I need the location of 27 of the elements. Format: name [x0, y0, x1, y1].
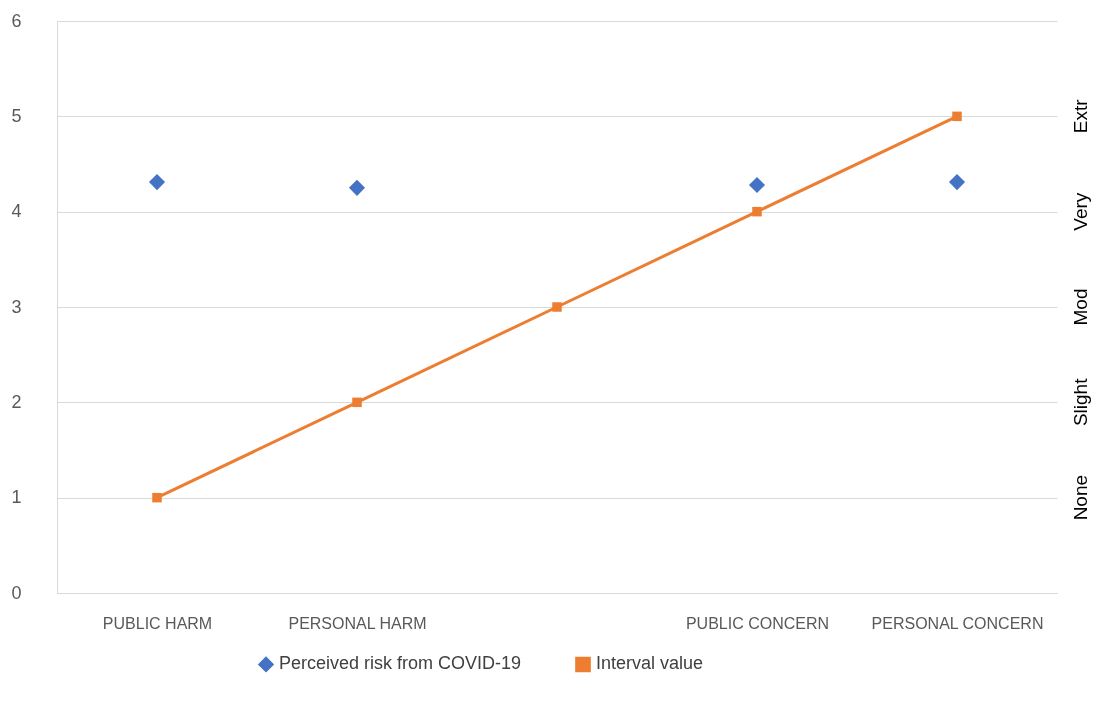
point — [952, 111, 962, 122]
y-tick-label: 1 — [11, 487, 22, 508]
y-tick-label: 4 — [11, 201, 22, 222]
point — [552, 302, 562, 312]
x-tick-label: PERSONAL HARM — [288, 614, 427, 632]
y-tick-label: 5 — [11, 105, 22, 126]
x-tick-label: PERSONAL CONCERN — [871, 614, 1044, 632]
text: None — [1070, 474, 1091, 521]
point — [148, 174, 166, 191]
legend-label: Interval value — [596, 653, 704, 674]
text: Mod — [1070, 288, 1091, 326]
text: Very — [1070, 192, 1091, 231]
point — [748, 176, 766, 194]
point — [152, 492, 162, 503]
point — [752, 206, 762, 217]
point — [352, 397, 362, 408]
x-tick-label: PUBLIC CONCERN — [685, 614, 830, 632]
legend-label: Perceived risk from COVID-19 — [279, 653, 522, 674]
y-tick-label: 2 — [11, 391, 22, 412]
y-tick-label: 0 — [11, 582, 22, 603]
text: Slight — [1070, 377, 1091, 427]
text: Extr — [1070, 98, 1091, 134]
point — [948, 174, 966, 191]
point — [348, 179, 366, 196]
x-tick-label: PUBLIC HARM — [102, 614, 213, 632]
y-tick-label: 6 — [11, 10, 22, 31]
y-tick-label: 3 — [11, 296, 22, 317]
